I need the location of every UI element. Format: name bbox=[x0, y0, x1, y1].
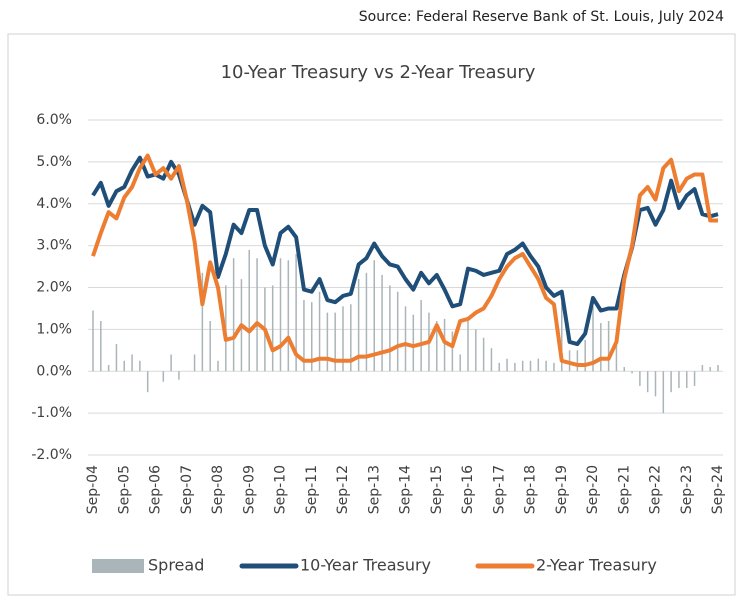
spread-bar bbox=[459, 355, 461, 372]
y-tick-label: -1.0% bbox=[31, 405, 72, 421]
y-tick-label: 1.0% bbox=[36, 321, 72, 337]
spread-bar bbox=[92, 311, 94, 372]
x-tick-label: Sep-16 bbox=[460, 465, 476, 514]
spread-bar bbox=[545, 361, 547, 371]
plot bbox=[92, 156, 719, 414]
x-tick-label: Sep-11 bbox=[304, 465, 320, 514]
spread-bar bbox=[178, 371, 180, 379]
spread-bar bbox=[702, 365, 704, 371]
spread-bar bbox=[577, 350, 579, 371]
x-tick-label: Sep-22 bbox=[648, 465, 664, 514]
x-tick-label: Sep-12 bbox=[335, 465, 351, 514]
y-tick-label: 5.0% bbox=[36, 154, 72, 170]
spread-bar bbox=[663, 371, 665, 413]
spread-bar bbox=[624, 367, 626, 371]
x-tick-label: Sep-08 bbox=[210, 465, 226, 514]
spread-bar bbox=[280, 258, 282, 371]
x-tick-label: Sep-09 bbox=[241, 465, 257, 514]
spread-bar bbox=[467, 321, 469, 371]
spread-bar bbox=[405, 306, 407, 371]
chart-title: 10-Year Treasury vs 2-Year Treasury bbox=[221, 62, 536, 83]
spread-bar bbox=[413, 315, 415, 372]
spread-bar bbox=[194, 355, 196, 372]
spread-bar bbox=[139, 361, 141, 371]
spread-bar bbox=[491, 348, 493, 371]
spread-bar bbox=[327, 313, 329, 372]
spread-bar bbox=[389, 285, 391, 371]
x-tick-label: Sep-14 bbox=[398, 465, 414, 514]
spread-bar bbox=[272, 285, 274, 371]
spread-bar bbox=[108, 365, 110, 371]
x-tick-label: Sep-05 bbox=[116, 465, 132, 514]
spread-bar bbox=[553, 363, 555, 371]
x-tick-label: Sep-10 bbox=[273, 465, 289, 514]
spread-bar bbox=[639, 371, 641, 386]
spread-bar bbox=[608, 321, 610, 371]
spread-bar bbox=[631, 371, 633, 373]
legend: Spread 10-Year Treasury 2-Year Treasury bbox=[92, 556, 657, 575]
spread-bar bbox=[233, 258, 235, 371]
spread-bar bbox=[420, 300, 422, 371]
spread-bar bbox=[170, 355, 172, 372]
spread-bar bbox=[100, 321, 102, 371]
spread-bar bbox=[381, 275, 383, 371]
spread-bar bbox=[217, 361, 219, 371]
spread-bar bbox=[514, 363, 516, 371]
spread-bar bbox=[538, 359, 540, 372]
y-tick-label: 6.0% bbox=[36, 112, 72, 128]
spread-bar bbox=[444, 319, 446, 371]
source-note: Source: Federal Reserve Bank of St. Loui… bbox=[359, 9, 724, 25]
spread-bar bbox=[124, 361, 126, 371]
x-tick-label: Sep-20 bbox=[585, 465, 601, 514]
y-tick-label: 3.0% bbox=[36, 238, 72, 254]
spread-bar bbox=[522, 361, 524, 371]
x-tick-label: Sep-06 bbox=[148, 465, 164, 514]
x-tick-label: Sep-04 bbox=[85, 465, 101, 514]
legend-label: 2-Year Treasury bbox=[536, 556, 657, 575]
spread-bar bbox=[209, 321, 211, 371]
spread-bar bbox=[717, 365, 719, 371]
y-tick-label: 0.0% bbox=[36, 363, 72, 379]
legend-swatch bbox=[92, 559, 144, 573]
spread-bar bbox=[256, 258, 258, 371]
spread-bar bbox=[686, 371, 688, 388]
spread-bar bbox=[116, 344, 118, 371]
x-tick-label: Sep-21 bbox=[616, 465, 632, 514]
spread-bar bbox=[499, 363, 501, 371]
y-tick-label: 2.0% bbox=[36, 280, 72, 296]
legend-label: 10-Year Treasury bbox=[300, 556, 431, 575]
spread-bar bbox=[452, 331, 454, 371]
legend-label: Spread bbox=[148, 556, 204, 575]
y-tick-label: 4.0% bbox=[36, 196, 72, 212]
spread-bar bbox=[530, 361, 532, 371]
spread-bar bbox=[288, 260, 290, 371]
spread-bar bbox=[506, 359, 508, 372]
x-tick-label: Sep-19 bbox=[554, 465, 570, 514]
spread-bar bbox=[670, 371, 672, 392]
spread-bar bbox=[709, 367, 711, 371]
spread-bar bbox=[655, 371, 657, 396]
y-tick-label: -2.0% bbox=[31, 447, 72, 463]
x-tick-label: Sep-23 bbox=[679, 465, 695, 514]
x-tick-label: Sep-24 bbox=[710, 465, 726, 514]
spread-bar bbox=[475, 329, 477, 371]
spread-bar bbox=[147, 371, 149, 392]
x-tick-label: Sep-15 bbox=[429, 465, 445, 514]
spread-bar bbox=[249, 250, 251, 371]
spread-bar bbox=[678, 371, 680, 388]
x-tick-label: Sep-07 bbox=[179, 465, 195, 514]
spread-bar bbox=[483, 338, 485, 372]
spread-bar bbox=[163, 371, 165, 381]
spread-bar bbox=[600, 323, 602, 371]
x-tick-label: Sep-17 bbox=[491, 465, 507, 514]
spread-bar bbox=[647, 371, 649, 392]
spread-bar bbox=[694, 371, 696, 386]
x-tick-label: Sep-13 bbox=[366, 465, 382, 514]
x-tick-label: Sep-18 bbox=[523, 465, 539, 514]
spread-bar bbox=[131, 355, 133, 372]
spread-bar bbox=[397, 292, 399, 372]
